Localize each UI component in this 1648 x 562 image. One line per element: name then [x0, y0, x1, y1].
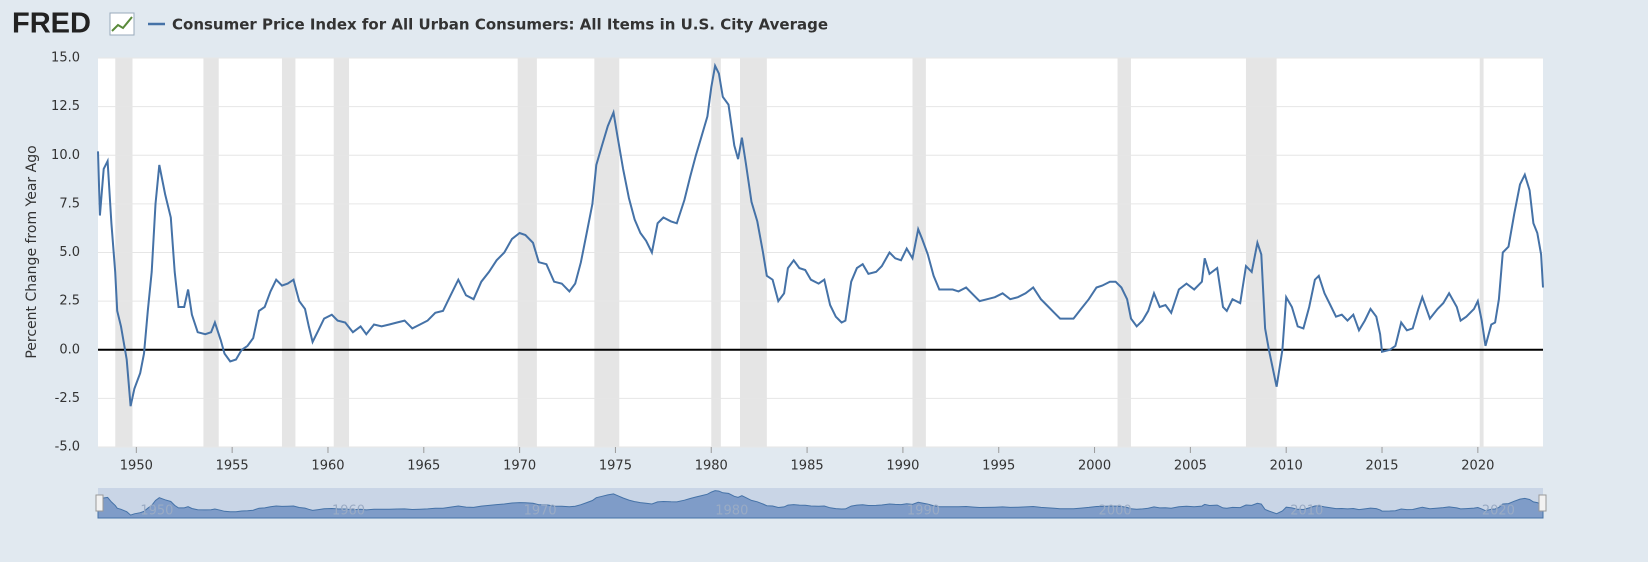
navigator-tick-label: 1970	[524, 504, 557, 519]
x-tick-label: 2020	[1461, 459, 1494, 474]
y-tick-label: 7.5	[59, 196, 80, 211]
x-tick-label: 2010	[1270, 459, 1303, 474]
y-tick-label: 0.0	[59, 342, 80, 357]
x-tick-label: 2015	[1365, 459, 1398, 474]
navigator-tick-label: 2010	[1290, 504, 1323, 519]
y-tick-label: 5.0	[59, 245, 80, 260]
navigator-tick-label: 1950	[140, 504, 173, 519]
logo: FRED	[12, 8, 91, 40]
x-tick-label: 2000	[1078, 459, 1111, 474]
x-tick-label: 1970	[503, 459, 536, 474]
x-tick-label: 1990	[886, 459, 919, 474]
y-tick-label: 2.5	[59, 294, 80, 309]
series-line	[97, 62, 1544, 407]
logo-icon-line	[111, 16, 133, 32]
y-tick-label: 15.0	[51, 51, 80, 66]
legend-title: Consumer Price Index for All Urban Consu…	[172, 16, 828, 34]
navigator-area	[97, 490, 1544, 519]
navigator-tick-label: 1960	[332, 504, 365, 519]
x-tick-label: 1975	[599, 459, 632, 474]
x-tick-label: 1965	[407, 459, 440, 474]
navigator-tick-label: 1990	[907, 504, 940, 519]
x-tick-label: 2005	[1174, 459, 1207, 474]
navigator-handle	[95, 494, 104, 512]
navigator-handle	[1538, 494, 1547, 512]
x-tick-label: 1950	[120, 459, 153, 474]
navigator-tick-label: 2000	[1099, 504, 1132, 519]
x-tick-label: 1955	[216, 459, 249, 474]
y-tick-label: 10.0	[51, 148, 80, 163]
x-tick-label: 1985	[791, 459, 824, 474]
logo-icon	[109, 12, 135, 36]
navigator-tick-label: 1980	[715, 504, 748, 519]
x-tick-label: 1960	[311, 459, 344, 474]
x-tick-label: 1980	[695, 459, 728, 474]
y-tick-label: -5.0	[55, 440, 80, 455]
y-tick-label: -2.5	[55, 391, 80, 406]
navigator-tick-label: 2020	[1482, 504, 1515, 519]
x-tick-label: 1995	[982, 459, 1015, 474]
y-tick-label: 12.5	[51, 99, 80, 114]
y-axis-label: Percent Change from Year Ago	[24, 145, 40, 358]
